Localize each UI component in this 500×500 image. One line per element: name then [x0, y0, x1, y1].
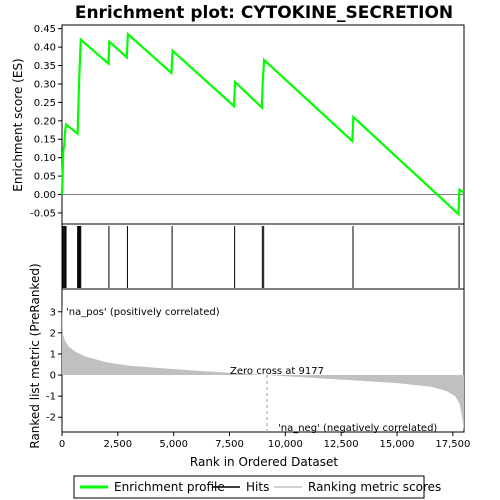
es-y-tick-label: 0.05 [34, 172, 56, 183]
x-axis-title: Rank in Ordered Dataset [190, 455, 338, 469]
es-y-tick-label: 0.10 [34, 153, 56, 164]
x-tick-label: 2,500 [104, 439, 133, 450]
es-y-tick-label: 0.35 [34, 61, 56, 72]
x-tick-label: 7,500 [215, 439, 244, 450]
ranked-y-tick-label: 2 [50, 328, 56, 339]
ranked-y-axis: -2 -1 0 1 2 3 [46, 307, 62, 424]
ranked-panel-frame [61, 288, 465, 433]
x-tick-label: 17,500 [435, 439, 470, 450]
es-y-tick-label: 0.20 [34, 116, 56, 127]
es-y-tick-label: 0.45 [34, 24, 56, 35]
ranked-y-tick-label: -2 [46, 413, 56, 424]
x-tick-label: 15,000 [380, 439, 415, 450]
legend-box [73, 475, 425, 499]
x-tick-label: 5,000 [159, 439, 188, 450]
ranked-y-tick-label: 0 [50, 371, 56, 382]
es-y-tick-label: 0.15 [34, 135, 56, 146]
hits-marks [62, 226, 460, 288]
ranked-y-tick-label: 1 [50, 349, 56, 360]
es-y-tick-label: 0.30 [34, 79, 56, 90]
legend-label: Hits [246, 480, 269, 494]
negative-correlation-label: 'na_neg' (negatively correlated) [278, 423, 437, 434]
es-y-axis: -0.05 0.00 0.05 0.10 0.15 0.20 0.25 0.30 0.35 0.4… [30, 24, 62, 219]
ranked-y-axis-title: Ranked list metric (PreRanked) [28, 263, 42, 448]
hits-panel-frame [61, 223, 465, 290]
x-tick-label: 12,500 [324, 439, 359, 450]
x-axis: 0 2,500 5,000 7,500 10,000 12,500 15,000 17,500 [59, 432, 470, 450]
legend-label: Ranking metric scores [308, 480, 441, 494]
positive-correlation-label: 'na_pos' (positively correlated) [66, 307, 220, 318]
legend-label: Enrichment profile [114, 480, 225, 494]
zero-cross-label: Zero cross at 9177 [230, 366, 324, 377]
es-y-tick-label: -0.05 [30, 208, 56, 219]
ranked-y-tick-label: -1 [46, 392, 56, 403]
es-y-tick-label: 0.40 [34, 43, 56, 54]
ranked-y-tick-label: 3 [50, 307, 56, 318]
x-tick-label: 10,000 [268, 439, 303, 450]
es-y-tick-label: 0.25 [34, 98, 56, 109]
es-panel-frame [61, 24, 465, 225]
enrichment-profile-line [60, 31, 465, 217]
es-y-axis-title: Enrichment score (ES) [11, 58, 25, 191]
es-y-tick-label: 0.00 [34, 190, 56, 201]
chart-title: Enrichment plot: CYTOKINE_SECRETION [75, 3, 453, 23]
x-tick-label: 0 [59, 439, 65, 450]
ranking-metric-area [62, 305, 464, 430]
legend: Enrichment profile Hits Ranking metric sco… [80, 480, 441, 494]
